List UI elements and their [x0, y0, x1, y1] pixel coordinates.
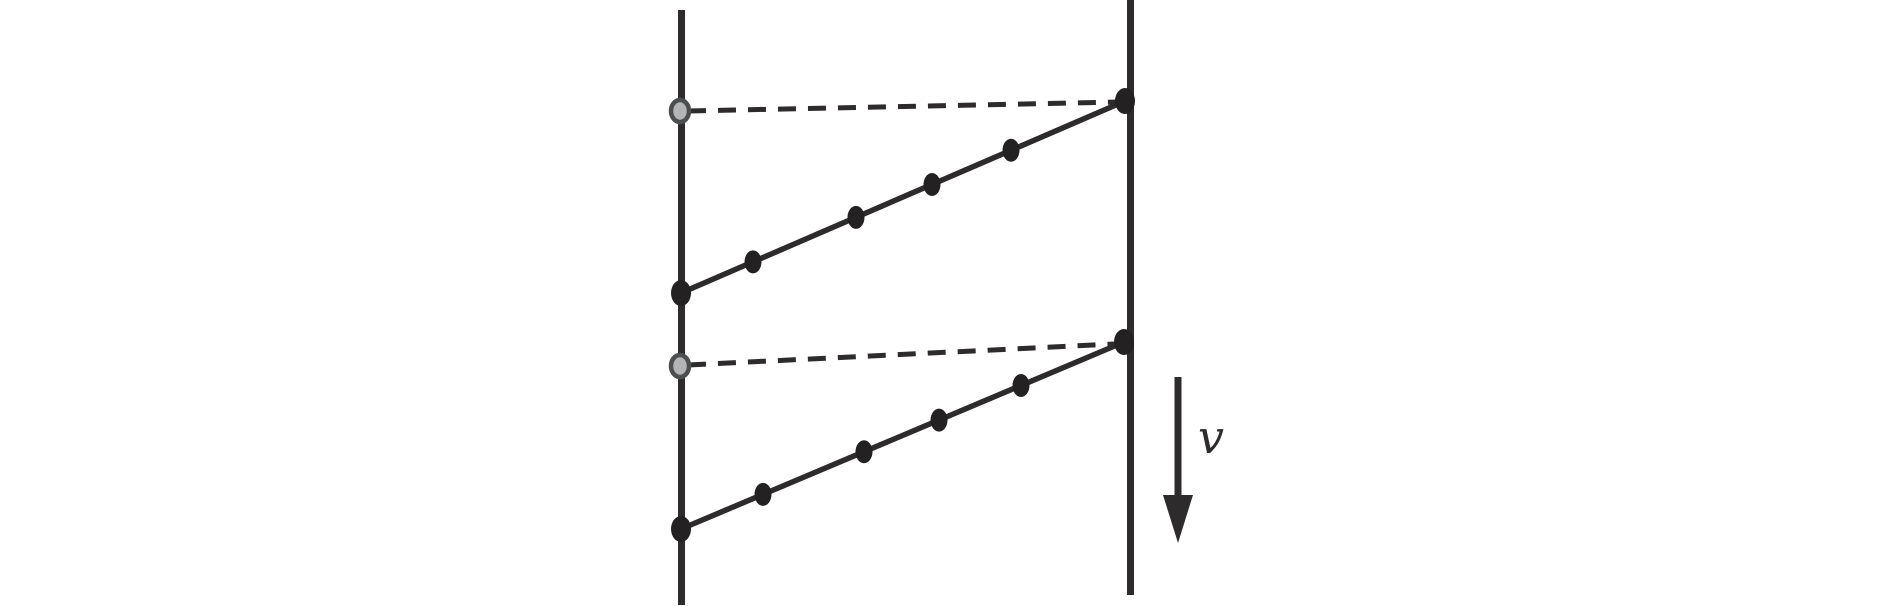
- position-dot: [930, 408, 948, 432]
- position-dot: [671, 280, 691, 306]
- lower-return-dashed-line: [687, 341, 1115, 368]
- position-dot: [754, 482, 772, 506]
- position-dot: [855, 440, 873, 464]
- position-dot: [847, 205, 865, 229]
- lower-trajectory-line: [679, 339, 1126, 532]
- position-dot: [1002, 138, 1020, 162]
- upper-return-dashed-line: [687, 99, 1119, 114]
- position-dot: [1012, 373, 1030, 397]
- position-dot: [744, 250, 762, 274]
- lower-ghost-dot: [668, 352, 692, 380]
- diagram-shapes: [668, 0, 1193, 605]
- position-dot: [923, 172, 941, 196]
- position-dot: [1115, 88, 1135, 114]
- position-dot: [671, 516, 691, 542]
- velocity-label: v: [1198, 410, 1224, 464]
- velocity-arrow-head: [1163, 495, 1193, 543]
- position-dot: [1114, 329, 1134, 355]
- upper-ghost-dot: [668, 97, 692, 125]
